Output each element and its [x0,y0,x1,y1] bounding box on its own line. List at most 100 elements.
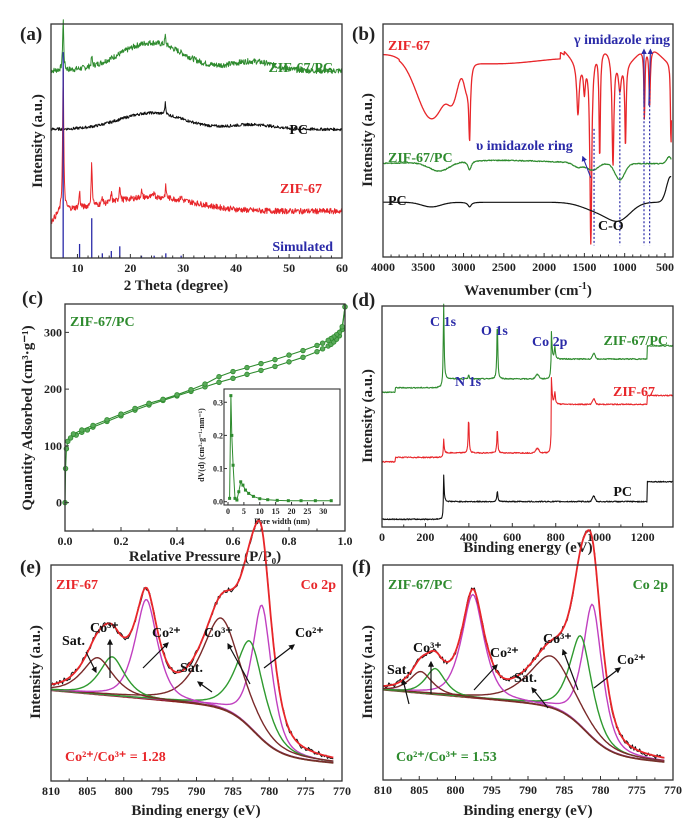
inset-psd-point [235,498,239,502]
inset-psd-point [266,498,270,502]
desorption-point [202,381,208,387]
x-tick-label: 780 [260,784,278,798]
inset-ylabel: dV(d) (cm³·g⁻¹·nm⁻¹) [197,408,206,482]
desorption-point [314,342,320,349]
inset-psd-point [230,433,234,437]
panel-c-xlabel: Relative Pressure (P/P₀) [129,549,281,565]
label-zif67pc: ZIF-67/PC [603,334,668,349]
desorption-point [104,417,110,423]
panel-label-f: (f) [352,557,371,578]
inset-y-tick-label: 0.0 [213,498,223,507]
annotation-co2p: Co 2p [532,335,568,350]
fit-component [383,670,665,763]
x-tick-label: 790 [519,783,537,797]
peak-arrow [263,644,295,669]
gamma-arrow [647,48,654,106]
panel-a-xrd: (a) 10 20 30 40 50 60 2 Theta (degree) Intens… [20,19,348,294]
panel-label-e: (e) [20,557,41,578]
peak-label: Co³⁺ [543,632,572,647]
legend-zif67pc: ZIF-67/PC [70,315,135,330]
annotation-gamma-imidazole: γ imidazole ring [573,33,670,48]
x-tick-label: 40 [230,261,242,275]
panel-c-ylabel: Quantity Adsorbed (cm³·g⁻¹) [20,325,36,510]
desorption-point [244,364,250,371]
y-tick-label: 200 [44,382,62,396]
x-tick-label: 800 [115,784,133,798]
x-tick-label: 810 [374,783,392,797]
x-tick-label: 0.8 [282,534,297,548]
adsorption-point [67,435,74,441]
x-tick-label: 60 [336,261,348,275]
title-left: ZIF-67 [56,578,98,593]
peak-label: Co³⁺ [413,641,442,656]
desorption-point [146,400,152,407]
fit-envelope [50,519,334,759]
ratio-text: Co²⁺/Co³⁺ = 1.28 [65,750,166,765]
x-tick-label: 795 [483,783,501,797]
annotation-c1s: C 1s [430,315,457,330]
x-tick-label: 1.0 [338,534,353,548]
panel-a-frame [50,23,343,259]
inset-x-tick-label: 15 [272,507,280,516]
inset-psd-point [329,499,333,503]
panel-b-xlabel: Wavenumber (cm-1) [464,281,592,299]
x-tick-label: 0.6 [226,534,241,548]
x-tick-label: 200 [416,530,434,544]
panel-d-frame [381,305,674,528]
x-tick-label: 785 [555,783,573,797]
x-tick-label: 0.0 [58,534,73,548]
peak-label: Sat. [180,661,203,676]
x-tick-label: 3000 [452,260,476,274]
label-pc: PC [388,194,407,209]
inset-y-tick-label: 0.1 [213,465,223,474]
inset-psd-point [229,394,233,398]
peak-arrow [593,667,621,689]
x-tick-label: 30 [177,261,189,275]
x-tick-label: 770 [664,783,682,797]
desorption-point [188,386,194,393]
y-tick-label: 100 [44,439,62,453]
x-tick-label: 0 [379,530,385,544]
panel-d-xps-survey: (d) 0 200 400 600 800 1000 1200 Binding energy… [352,290,674,556]
label-zif67pc: ZIF-67/PC [268,61,333,76]
panel-a-ylabel: Intensity (a.u.) [30,94,46,188]
label-zif67: ZIF-67 [613,385,655,400]
panel-label-d: (d) [352,290,375,311]
series-pc [381,474,674,521]
inset-psd-point [241,483,245,487]
title-left: ZIF-67/PC [388,578,453,593]
panel-d-ylabel: Intensity (a.u.) [360,369,376,463]
x-tick-label: 2000 [532,260,556,274]
series-pc [382,176,672,222]
x-tick-label: 795 [151,784,169,798]
panel-e-co2p-zif67: (e) 810 805 800 795 790 785 780 775 770 Binding … [20,518,351,819]
desorption-point [118,411,124,417]
x-tick-label: 0.2 [114,534,129,548]
adsorption-point [286,359,292,365]
adsorption-point [300,354,306,361]
adsorption-point [216,379,222,386]
annotation-o1s: O 1s [481,324,508,339]
annotation-upsilon-imidazole: υ imidazole ring [476,139,573,154]
peak-label: Co²⁺ [152,626,181,641]
x-tick-label: 780 [592,783,610,797]
panel-f-xlabel: Binding energy (eV) [463,803,592,819]
fit-component [382,635,665,762]
adsorption-point [314,348,320,355]
desorption-point [339,324,345,330]
series-pc [50,101,343,132]
series-zif-67-pc [381,303,674,394]
adsorption-point [258,367,264,374]
x-tick-label: 800 [447,783,465,797]
upsilon-arrow [581,155,592,178]
label-zif67: ZIF-67 [388,39,430,54]
fit-component [50,657,334,764]
label-zif67: ZIF-67 [280,182,322,197]
panel-d-xlabel: Binding energy (eV) [463,540,592,556]
peak-arrow [142,642,169,669]
x-tick-label: 1500 [572,260,596,274]
desorption-point [325,337,331,344]
desorption-point [216,373,222,380]
fit-component [50,617,334,762]
